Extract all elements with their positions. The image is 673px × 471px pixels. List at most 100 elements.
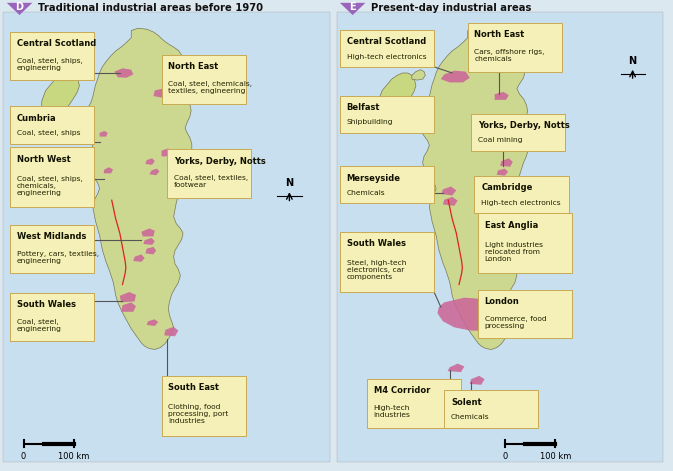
Polygon shape [470,376,485,385]
Polygon shape [441,71,470,82]
Polygon shape [114,68,133,78]
Text: Central Scotland: Central Scotland [17,39,96,48]
Polygon shape [82,28,192,349]
Polygon shape [415,114,427,122]
Text: E: E [349,1,356,12]
Polygon shape [497,169,508,176]
FancyBboxPatch shape [340,232,434,292]
Text: North East: North East [168,62,219,72]
Polygon shape [145,247,156,254]
Text: Shipbuilding: Shipbuilding [347,120,393,125]
FancyBboxPatch shape [478,290,572,338]
Text: Central Scotland: Central Scotland [347,37,426,46]
Text: East Anglia: East Anglia [485,220,538,230]
Polygon shape [147,319,158,326]
Bar [3,12,330,462]
Text: South Wales: South Wales [17,300,76,309]
Text: 0: 0 [21,452,26,461]
Text: Cars, offshore rigs,
chemicals: Cars, offshore rigs, chemicals [474,49,545,62]
FancyBboxPatch shape [10,32,94,80]
Polygon shape [510,250,528,260]
Polygon shape [448,364,464,372]
Text: 100 km: 100 km [540,452,571,461]
Text: High-tech
industries: High-tech industries [374,405,411,418]
Text: North West: North West [17,154,71,164]
FancyBboxPatch shape [444,390,538,428]
Polygon shape [162,148,172,156]
FancyBboxPatch shape [167,149,251,198]
Polygon shape [153,89,170,97]
FancyBboxPatch shape [474,176,569,213]
FancyBboxPatch shape [478,213,572,273]
Polygon shape [437,298,508,331]
Text: N: N [629,56,637,66]
Text: 100 km: 100 km [59,452,90,461]
Text: London: London [485,297,520,306]
Text: Belfast: Belfast [347,103,380,112]
Text: Coal mining: Coal mining [478,138,522,143]
Polygon shape [443,197,458,206]
Polygon shape [149,169,160,175]
Polygon shape [378,73,416,117]
Text: Coal, steel, ships,
chemicals,
engineering: Coal, steel, ships, chemicals, engineeri… [17,176,83,195]
Polygon shape [145,158,155,165]
FancyBboxPatch shape [10,147,94,207]
Bar [336,12,663,462]
Text: Coal, steel, ships: Coal, steel, ships [17,130,80,136]
Text: Traditional industrial areas before 1970: Traditional industrial areas before 1970 [38,3,262,13]
Polygon shape [506,321,524,331]
Polygon shape [419,28,528,349]
Text: Solent: Solent [451,398,482,407]
Polygon shape [42,73,79,117]
Polygon shape [75,70,89,80]
Polygon shape [100,131,108,137]
Polygon shape [143,238,155,245]
Polygon shape [441,187,456,195]
Text: South Wales: South Wales [347,239,406,249]
Text: Merseyside: Merseyside [347,173,400,183]
Text: M4 Corridor: M4 Corridor [374,386,430,396]
Text: Coal, steel, ships,
engineering: Coal, steel, ships, engineering [17,57,83,71]
Text: South East: South East [168,383,219,392]
FancyBboxPatch shape [10,106,94,144]
FancyBboxPatch shape [340,30,434,67]
Text: Coal, steel, chemicals,
textiles, engineering: Coal, steel, chemicals, textiles, engine… [168,81,252,94]
Text: Commerce, food
processing: Commerce, food processing [485,316,546,329]
Text: High-tech electronics: High-tech electronics [481,200,561,205]
Text: West Midlands: West Midlands [17,232,86,241]
Polygon shape [121,302,136,312]
Polygon shape [500,158,513,167]
Text: Cumbria: Cumbria [17,114,57,123]
Text: Present-day industrial areas: Present-day industrial areas [371,3,531,13]
FancyBboxPatch shape [468,23,562,72]
Text: 0: 0 [502,452,507,461]
FancyBboxPatch shape [162,376,246,436]
Polygon shape [501,179,513,187]
Text: Chemicals: Chemicals [347,190,385,196]
FancyBboxPatch shape [471,114,565,151]
FancyBboxPatch shape [340,96,434,133]
FancyBboxPatch shape [162,55,246,104]
Text: Coal, steel, textiles,
footwear: Coal, steel, textiles, footwear [174,175,248,188]
Text: D: D [15,1,24,12]
Polygon shape [133,254,145,262]
Text: Chemicals: Chemicals [451,414,489,420]
Polygon shape [495,92,509,100]
Text: Light industries
relocated from
London: Light industries relocated from London [485,242,542,261]
FancyBboxPatch shape [367,379,461,428]
Text: Yorks, Derby, Notts: Yorks, Derby, Notts [478,121,569,130]
Text: North East: North East [474,30,525,40]
Polygon shape [104,167,113,173]
Text: Clothing, food
processing, port
industries: Clothing, food processing, port industri… [168,404,229,424]
FancyBboxPatch shape [10,225,94,273]
Text: Cambridge: Cambridge [481,183,532,192]
Text: Coal, steel,
engineering: Coal, steel, engineering [17,319,62,332]
Polygon shape [412,70,425,80]
FancyBboxPatch shape [10,293,94,341]
Polygon shape [7,3,32,15]
Polygon shape [495,226,507,235]
Text: Yorks, Derby, Notts: Yorks, Derby, Notts [174,156,265,166]
Polygon shape [141,228,155,236]
Text: Pottery, cars, textiles,
engineering: Pottery, cars, textiles, engineering [17,251,99,264]
Text: N: N [285,179,293,188]
